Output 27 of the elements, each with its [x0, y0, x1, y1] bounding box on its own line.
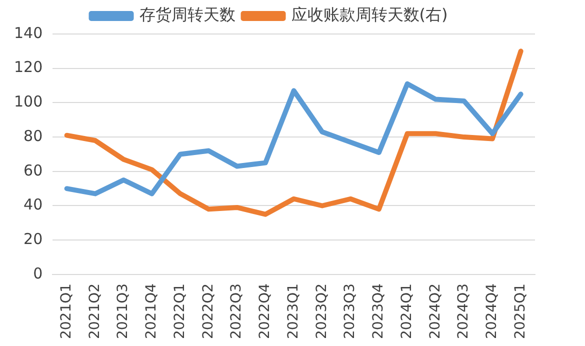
x-tick-label: 2022Q3	[228, 283, 245, 340]
x-tick-label: 2022Q2	[200, 283, 216, 340]
x-tick-label: 2023Q4	[370, 283, 387, 340]
y-tick-label: 0	[33, 264, 43, 282]
x-tick-label: 2024Q3	[456, 283, 472, 340]
x-tick-label: 2021Q3	[115, 283, 132, 340]
x-tick-label: 2022Q4	[257, 283, 274, 340]
x-tick-label: 2024Q2	[427, 283, 444, 340]
y-tick-label: 80	[24, 126, 43, 145]
x-tick-label: 2023Q2	[314, 283, 330, 340]
x-tick-label: 2022Q1	[172, 283, 188, 340]
x-tick-label: 2021Q1	[58, 283, 74, 340]
x-tick-label: 2025Q1	[512, 283, 528, 340]
y-tick-label: 20	[24, 230, 43, 248]
y-tick-label: 60	[24, 161, 43, 180]
legend-label: 应收账款周转天数(右)	[291, 5, 448, 24]
x-tick-label: 2024Q4	[484, 283, 500, 340]
x-tick-label: 2023Q3	[342, 283, 358, 340]
legend-label: 存货周转天数	[139, 5, 236, 24]
x-tick-label: 2021Q4	[144, 283, 160, 340]
x-tick-label: 2024Q1	[398, 283, 415, 340]
y-tick-label: 100	[14, 92, 43, 111]
x-tick-label: 2023Q1	[285, 283, 302, 340]
y-tick-label: 140	[14, 24, 43, 42]
x-tick-label: 2021Q2	[86, 283, 103, 340]
y-tick-label: 120	[14, 58, 43, 76]
y-tick-label: 40	[24, 196, 43, 214]
